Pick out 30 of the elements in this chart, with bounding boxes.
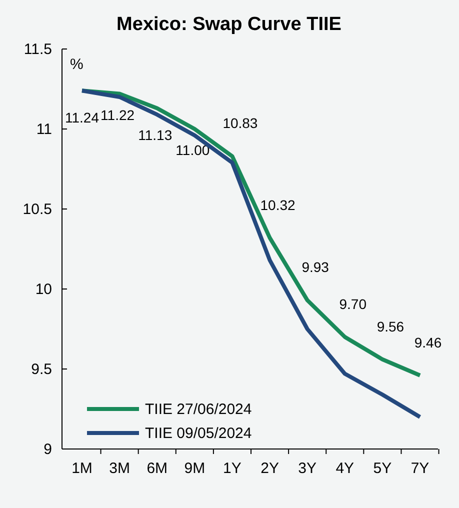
y-tick-label: 9.5 [31, 360, 52, 378]
data-label: 11.00 [176, 142, 210, 158]
x-tick-label: 9M [184, 460, 206, 477]
x-tick-label: 3Y [298, 460, 317, 477]
x-tick-label: 1Y [223, 460, 242, 477]
y-axis-title: % [70, 56, 84, 73]
x-tick-label: 7Y [410, 460, 430, 477]
data-label: 11.13 [138, 127, 172, 144]
data-label: 11.22 [100, 106, 135, 123]
y-tick-label: 11.5 [24, 40, 52, 58]
data-label: 11.24 [65, 110, 100, 126]
chart-title: Mexico: Swap Curve TIIE [116, 14, 342, 35]
x-tick-label: 6M [146, 460, 168, 477]
legend-label: TIIE 09/05/2024 [145, 425, 252, 442]
x-tick-label: 3M [109, 460, 130, 477]
data-label: 10.83 [222, 115, 258, 132]
data-label: 10.32 [260, 196, 296, 213]
y-tick-label: 10 [35, 280, 52, 298]
data-label: 9.46 [414, 334, 442, 350]
y-tick-label: 9 [44, 440, 52, 458]
x-tick-label: 1M [72, 460, 92, 477]
x-tick-label: 5Y [373, 460, 392, 477]
legend-label: TIIE 27/06/2024 [145, 401, 252, 418]
y-tick-label: 11 [36, 120, 52, 138]
x-tick-label: 4Y [336, 460, 354, 477]
y-tick-label: 10.5 [22, 200, 52, 218]
data-label: 9.70 [339, 296, 367, 312]
data-label: 9.93 [302, 259, 330, 276]
data-label: 9.56 [376, 318, 404, 334]
x-tick-label: 2Y [260, 460, 279, 477]
